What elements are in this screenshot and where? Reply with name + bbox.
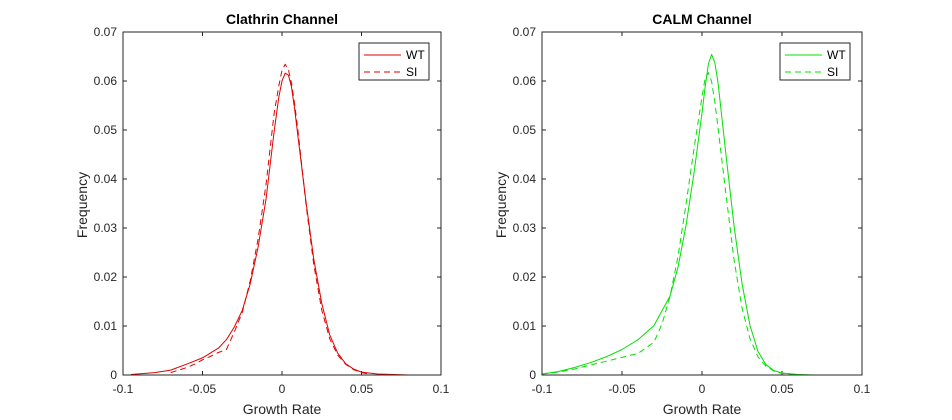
legend: WT SI xyxy=(358,42,430,81)
y-tick-label: 0.04 xyxy=(94,172,118,186)
x-tick-label: 0 xyxy=(279,382,286,396)
x-axis-label: Growth Rate xyxy=(243,401,322,417)
x-tick-label: 0.1 xyxy=(433,382,450,396)
legend-label-wt: WT xyxy=(827,48,846,62)
y-tick-label: 0.05 xyxy=(513,123,537,137)
y-tick-label: 0.04 xyxy=(513,172,537,186)
y-tick-label: 0 xyxy=(110,368,117,382)
y-tick-label: 0.01 xyxy=(94,319,118,333)
legend: WT SI xyxy=(779,42,851,81)
y-tick-label: 0.07 xyxy=(94,25,118,39)
plot-lines xyxy=(541,54,830,376)
chart-title: Clathrin Channel xyxy=(226,11,338,27)
legend-label-si: SI xyxy=(406,65,417,79)
y-tick-label: 0.02 xyxy=(513,270,537,284)
x-tick-label: -0.05 xyxy=(189,382,217,396)
x-tick-label: -0.1 xyxy=(113,382,134,396)
y-tick-label: 0.03 xyxy=(513,221,537,235)
series-line-wt xyxy=(130,72,426,376)
y-axis-label: Frequency xyxy=(493,172,509,238)
plot-lines xyxy=(130,63,426,376)
axes-box xyxy=(541,31,863,376)
y-axis-label: Frequency xyxy=(74,172,90,238)
axis-ticks: -0.1 -0.05 0 0.05 0.1 0 0.01 0.02 0.03 0.04 0.05 0.… xyxy=(94,25,450,396)
chart-title: CALM Channel xyxy=(652,11,752,27)
y-tick-label: 0.06 xyxy=(513,74,537,88)
y-tick-label: 0.01 xyxy=(513,319,537,333)
x-axis-label: Growth Rate xyxy=(663,401,742,417)
y-tick-label: 0 xyxy=(529,368,536,382)
y-tick-label: 0.05 xyxy=(94,123,118,137)
legend-label-si: SI xyxy=(827,65,838,79)
series-line-si xyxy=(541,72,799,375)
legend-label-wt: WT xyxy=(406,48,425,62)
x-tick-label: 0.1 xyxy=(854,382,871,396)
x-tick-label: 0.05 xyxy=(770,382,794,396)
legend-box xyxy=(779,42,851,81)
axes-box xyxy=(122,31,442,376)
x-tick-label: 0.05 xyxy=(350,382,374,396)
y-tick-label: 0.03 xyxy=(94,221,118,235)
y-tick-label: 0.06 xyxy=(94,74,118,88)
series-line-si xyxy=(170,63,370,375)
y-tick-label: 0.02 xyxy=(94,270,118,284)
x-tick-label: -0.1 xyxy=(532,382,553,396)
legend-box xyxy=(358,42,430,81)
x-tick-label: 0 xyxy=(699,382,706,396)
x-tick-label: -0.05 xyxy=(608,382,636,396)
chart-clathrin-channel: Clathrin Channel Growth Rate Frequency -… xyxy=(74,11,450,417)
axis-ticks: -0.1 -0.05 0 0.05 0.1 0 0.01 0.02 0.03 0.04 0.05 0.… xyxy=(513,25,871,396)
series-line-wt xyxy=(541,54,830,376)
chart-calm-channel: CALM Channel Growth Rate Frequency -0.1-… xyxy=(493,11,871,417)
y-tick-label: 0.07 xyxy=(513,25,537,39)
